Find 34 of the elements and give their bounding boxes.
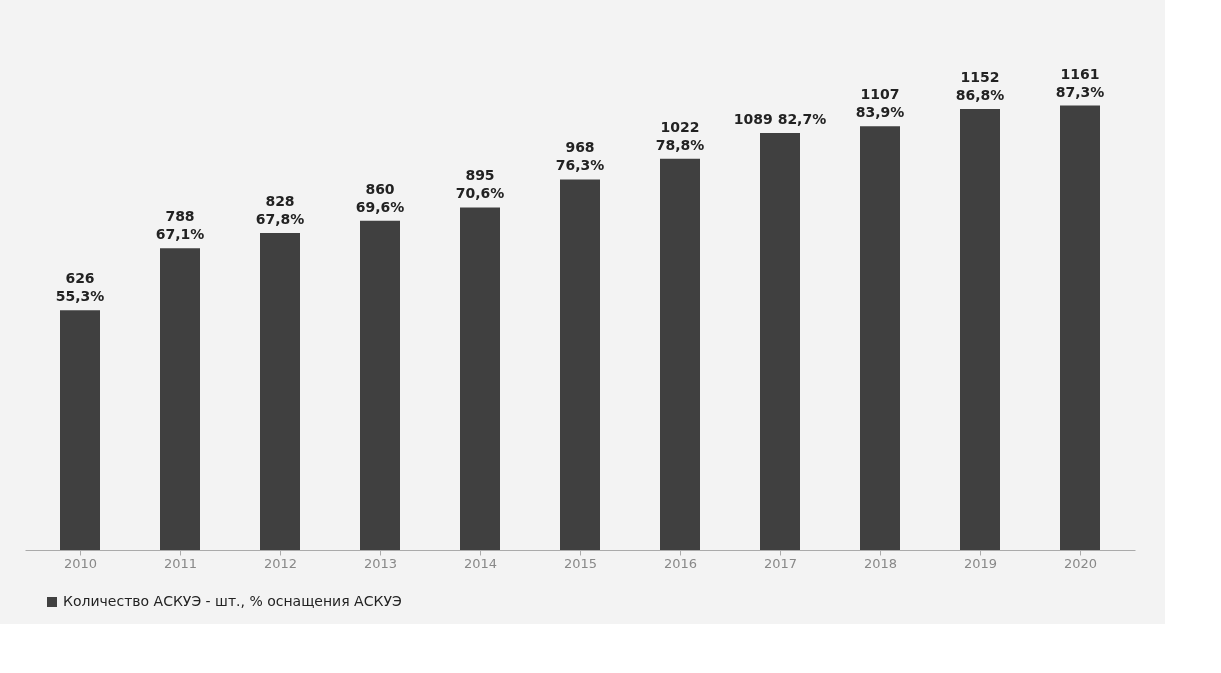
bar <box>560 179 600 550</box>
x-tick-label: 2014 <box>463 555 498 571</box>
x-tick-label: 2015 <box>563 555 598 571</box>
data-label: 1161 87,3% <box>1055 65 1105 100</box>
data-label: 968 76,3% <box>555 139 605 174</box>
bar <box>460 207 500 550</box>
data-label: 1089 82,7% <box>733 111 827 128</box>
x-tick-label: 2017 <box>763 555 798 571</box>
x-tick-label: 2010 <box>63 555 98 571</box>
bar <box>660 158 700 550</box>
x-tick-label: 2019 <box>963 555 998 571</box>
bar <box>260 233 300 550</box>
bar <box>760 133 800 550</box>
bar <box>960 109 1000 550</box>
x-tick-label: 2012 <box>263 555 298 571</box>
bar <box>360 220 400 550</box>
data-label: 860 69,6% <box>355 180 405 215</box>
bar <box>160 248 200 550</box>
data-label: 1152 86,8% <box>955 69 1005 103</box>
x-tick-label: 2013 <box>363 555 398 571</box>
data-label: 626 55,3% <box>55 270 105 305</box>
data-label: 828 67,8% <box>255 193 305 228</box>
x-tick-label: 2011 <box>163 555 198 571</box>
data-label: 895 70,6% <box>455 167 505 202</box>
data-label: 788 67,1% <box>155 208 205 243</box>
x-tick-label: 2020 <box>1063 555 1098 571</box>
x-tick-label: 2016 <box>663 555 698 571</box>
legend-label: Количество АСКУЭ - шт., % оснащения АСКУЭ <box>63 593 402 609</box>
data-label: 1022 78,8% <box>655 118 705 153</box>
data-label: 1107 83,9% <box>855 86 905 121</box>
bar <box>60 310 100 550</box>
bar <box>860 126 900 550</box>
bar <box>1060 105 1100 550</box>
x-tick-label: 2018 <box>863 555 898 571</box>
